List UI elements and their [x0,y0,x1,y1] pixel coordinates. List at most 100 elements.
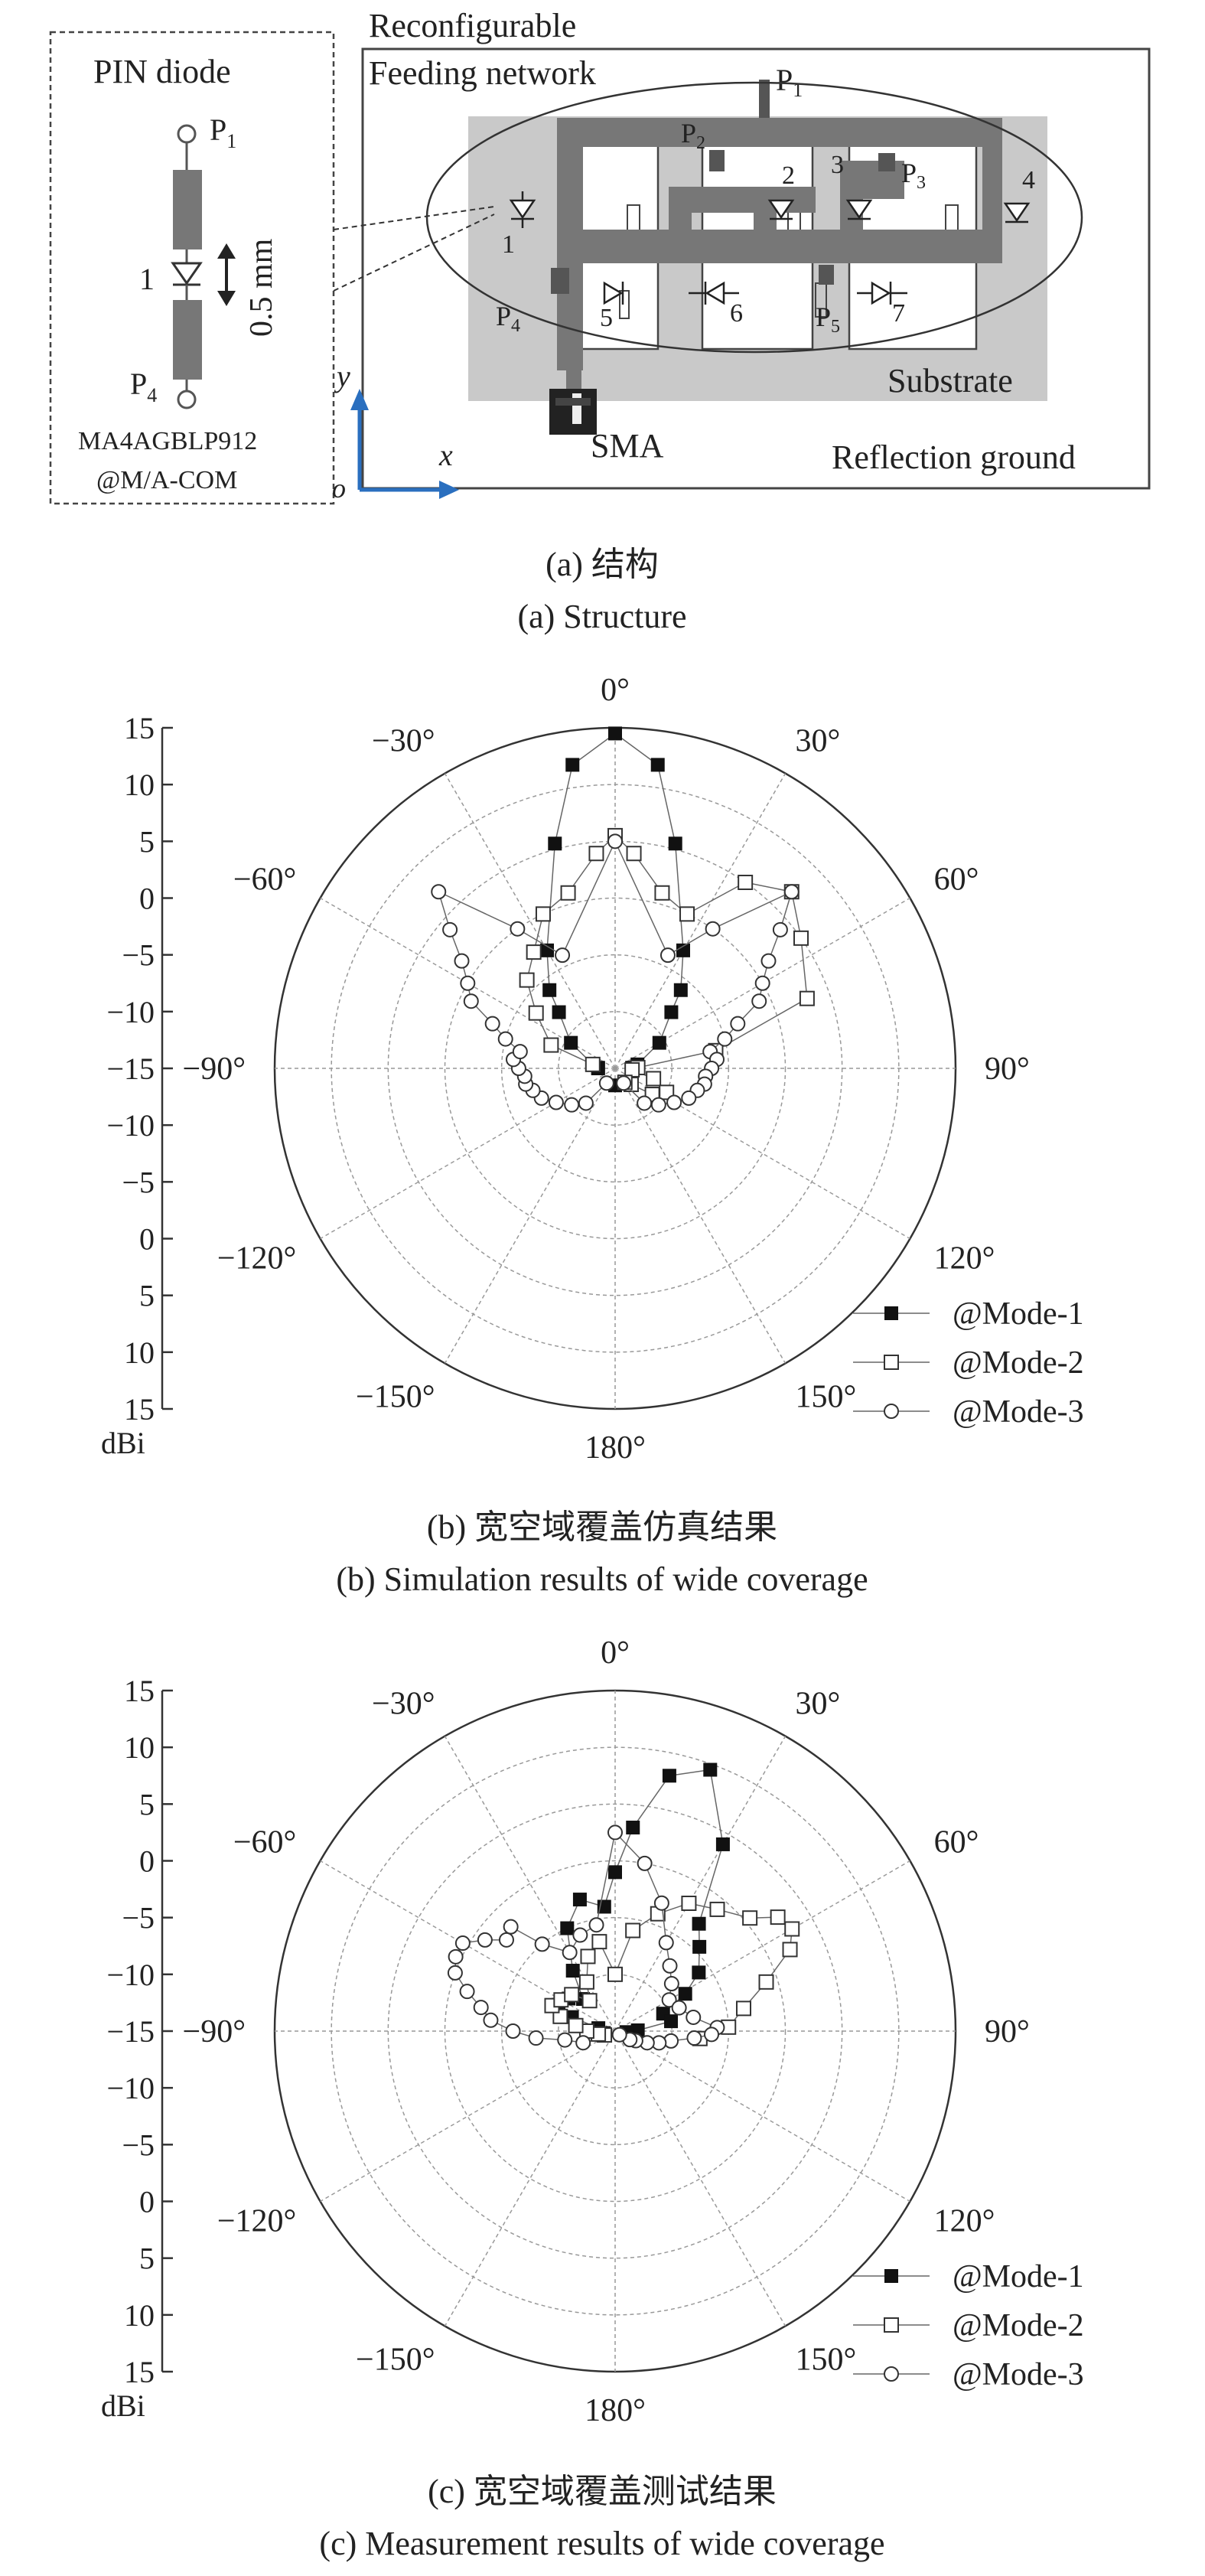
diode-label-7: 7 [892,299,905,328]
marker-open-square [626,846,642,862]
marker-open-circle [616,1075,632,1091]
diode-number: 1 [139,262,155,296]
marker-filled-square [884,2269,898,2283]
marker-open-square [793,930,809,946]
axis-o-label: o [332,473,346,504]
marker-filled-square [692,1939,707,1954]
series-segment [595,1832,616,1925]
port-p4: P4 [496,301,520,336]
marker-open-circle [705,921,721,937]
marker-open-square [646,1071,662,1087]
radial-tick-label: 0 [139,1844,155,1879]
legend-label: @Mode-3 [953,1394,1084,1430]
radial-tick-label: 5 [139,2242,155,2276]
marker-open-circle [575,2035,591,2051]
marker-open-circle [510,921,526,937]
marker-open-square [625,1922,641,1939]
marker-open-square [884,2317,899,2333]
sma-label: SMA [591,427,664,465]
series-segment [674,843,684,951]
marker-open-square [758,1974,774,1990]
axis-x-label: x [438,438,453,472]
marker-filled-square [703,1762,718,1777]
marker-open-circle [751,993,767,1009]
radial-tick-label: −15 [106,1052,155,1086]
vendor: @M/A-COM [96,466,237,494]
series-segment [546,843,556,951]
marker-open-circle [588,1917,604,1933]
port-p3: P3 [901,158,926,193]
angle-tick-label: −30° [372,1686,435,1721]
marker-open-circle [884,2366,899,2382]
marker-filled-square [608,726,622,741]
grid-spoke [320,2030,616,2203]
series-segment [657,765,676,844]
grid-ring [444,1860,787,2203]
marker-filled-square [884,1306,898,1320]
radial-tick-label: 15 [124,1674,155,1708]
marker-open-square [568,2017,584,2033]
marker-open-circle [653,1895,669,1911]
angle-tick-label: 90° [985,1052,1030,1087]
caption-a-en: (a) Structure [517,598,686,635]
diode-label-6: 6 [730,299,743,328]
marker-filled-square [572,1893,587,1907]
marker-open-circle [562,1945,578,1961]
port-p2: P2 [681,118,705,153]
marker-open-circle [497,1031,513,1047]
pad-bottom [173,300,202,380]
marker-open-circle [431,884,447,900]
caption-b-cn: (b) 宽空域覆盖仿真结果 [427,1508,777,1546]
marker-open-circle [459,1984,475,2000]
marker-open-circle [681,1090,697,1106]
diode-label-4: 4 [1022,166,1035,194]
angle-tick-label: −90° [183,2014,246,2049]
series-segment [614,732,659,766]
marker-open-circle [772,921,788,937]
caption-c-en: (c) Measurement results of wide coverage [319,2525,884,2562]
marker-open-circle [607,833,623,849]
series-segment [698,1844,724,1924]
diode-label-3: 3 [831,151,844,179]
marker-open-circle [564,1097,580,1113]
radial-tick-label: 5 [139,824,155,859]
radial-tick-label: 15 [124,711,155,745]
diode-label-5: 5 [600,304,613,332]
angle-tick-label: 60° [934,1825,979,1860]
series-segment [712,891,793,930]
series-segment [791,892,802,938]
marker-open-circle [548,1094,564,1110]
radial-tick-label: 0 [139,1222,155,1257]
marker-open-circle [512,1044,528,1060]
marker-open-circle [659,947,676,964]
marker-open-circle [662,1958,678,1974]
marker-open-circle [460,975,476,991]
grid-spoke [614,773,787,1069]
marker-open-square [535,906,551,922]
series-segment [438,891,518,930]
angle-tick-label: 180° [585,2393,646,2428]
marker-open-square [543,1037,559,1053]
axis-y-label: y [334,359,350,393]
marker-filled-square [652,1035,666,1050]
marker-filled-square [542,983,557,997]
marker-filled-square [715,1837,730,1851]
radial-tick-label: 5 [139,1279,155,1313]
radial-tick-label: −15 [106,2014,155,2049]
reflection-ground [361,47,1151,490]
caption-b-en: (b) Simulation results of wide coverage [336,1560,868,1598]
part-number: MA4AGBLP912 [78,427,257,455]
marker-open-circle [448,1948,464,1965]
unit-label: dBi [101,2389,145,2423]
series-segment [800,937,808,999]
marker-open-circle [666,1094,682,1110]
marker-filled-square [608,1865,622,1880]
marker-open-circle [454,1935,471,1952]
marker-open-circle [884,1404,899,1419]
marker-filled-square [673,983,688,997]
marker-filled-square [565,758,580,772]
marker-open-circle [498,1932,514,1948]
grid-spoke [444,773,616,1069]
angle-tick-label: 30° [796,723,841,758]
